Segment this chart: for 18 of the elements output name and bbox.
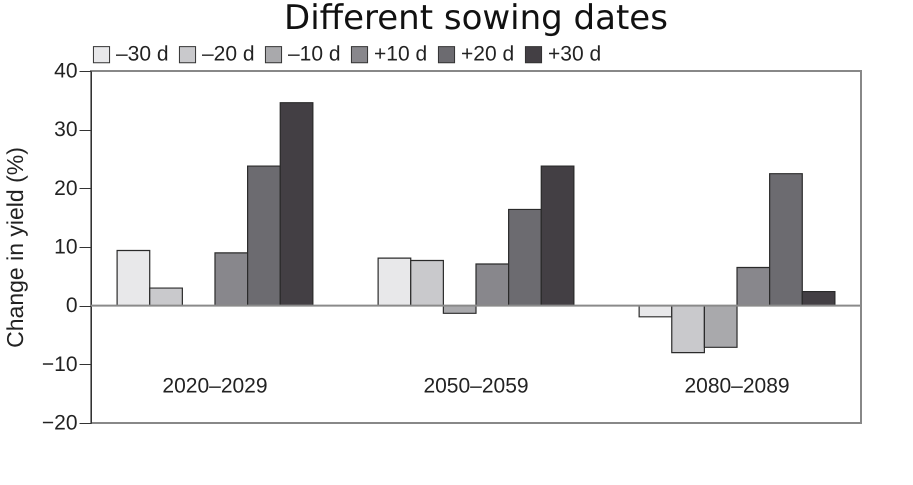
legend-label: +20 d — [461, 42, 514, 66]
y-tick-label: 20 — [54, 176, 78, 200]
y-tick-label: 0 — [66, 294, 78, 318]
legend-label: –30 d — [116, 42, 169, 66]
y-tick-label: 10 — [54, 236, 78, 258]
y-tick-label: −10 — [42, 352, 78, 376]
legend-label: –10 d — [288, 42, 341, 66]
x-tick-label: 2020–2029 — [162, 374, 268, 398]
legend-label: +30 d — [548, 42, 602, 66]
x-tick-label: 2080–2089 — [684, 374, 790, 398]
y-tick-label: 40 — [54, 60, 78, 82]
y-tick-label: −20 — [42, 412, 78, 434]
y-axis-title: Change in yield (%) — [2, 147, 28, 348]
chart-title: Different sowing dates — [284, 0, 668, 38]
x-tick-label: 2050–2059 — [423, 374, 529, 398]
legend-label: –20 d — [202, 42, 255, 66]
legend-label: +10 d — [374, 42, 428, 66]
y-tick-label: 30 — [54, 118, 78, 142]
